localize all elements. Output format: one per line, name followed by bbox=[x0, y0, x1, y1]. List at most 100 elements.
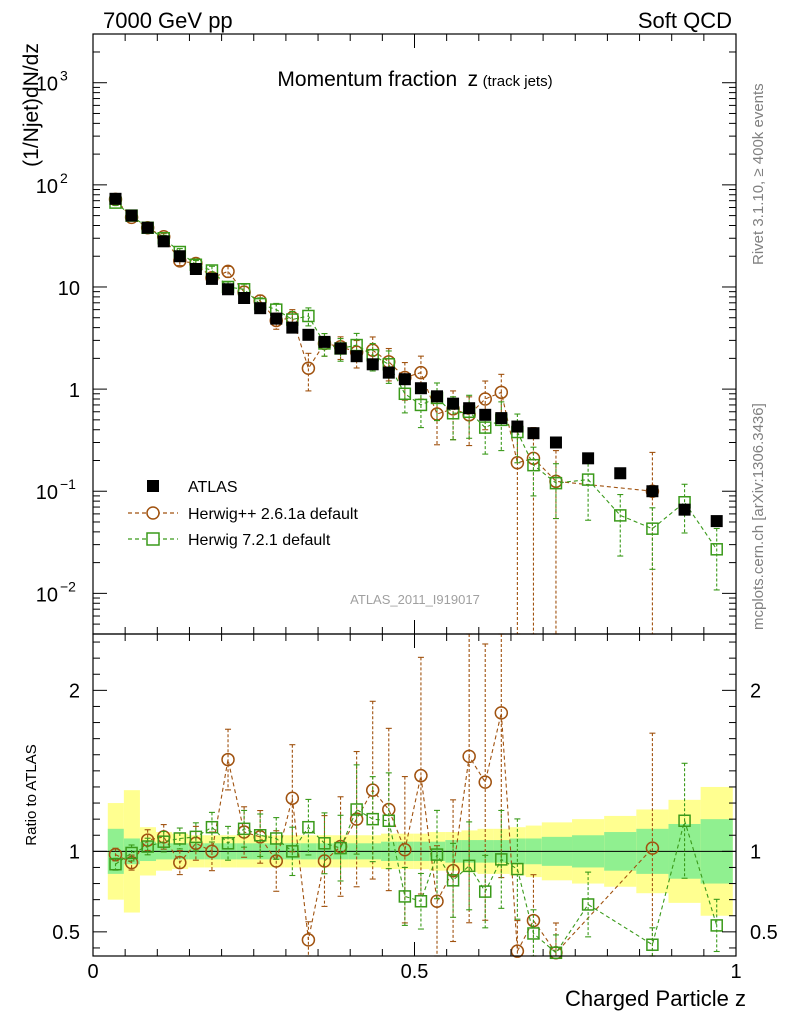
ratio-herwig7-point bbox=[462, 859, 476, 873]
ratio-herwig7-point bbox=[318, 837, 331, 850]
ratio-herwig7-point bbox=[141, 840, 154, 853]
analysis-id: ATLAS_2011_I919017 bbox=[350, 592, 480, 607]
main-y-tick-exponent: 2 bbox=[60, 170, 68, 186]
atlas-point bbox=[334, 342, 347, 355]
ratio-herwig7-point bbox=[581, 898, 595, 911]
atlas-point bbox=[286, 321, 299, 334]
atlas-point bbox=[511, 420, 524, 433]
atlas-point bbox=[254, 302, 267, 315]
main-y-tick-label: 10 bbox=[58, 278, 80, 300]
herwig7-point bbox=[527, 458, 540, 472]
ratio-herwigpp-point bbox=[205, 844, 219, 859]
atlas-point bbox=[205, 272, 218, 285]
ratio-herwig7-point bbox=[109, 857, 122, 871]
ratio-y-tick-label-left: 2 bbox=[69, 680, 80, 702]
legend-herwig7-marker bbox=[146, 532, 160, 546]
legend: ATLAS Herwig++ 2.6.1a default Herwig 7.2… bbox=[128, 479, 358, 549]
x-tick-label: 1 bbox=[730, 961, 741, 983]
herwigpp-line bbox=[115, 199, 653, 492]
category-label: Soft QCD bbox=[638, 8, 732, 33]
ratio-herwig7-point bbox=[478, 885, 492, 898]
atlas-point bbox=[527, 427, 540, 440]
ratio-plot-panel: 0.5 0.51 12 2 0 0.5 1 Ratio to ATLAS Charged … bbox=[23, 633, 778, 1011]
atlas-point bbox=[350, 350, 363, 363]
ratio-y-tick-label-left: 0.5 bbox=[52, 922, 80, 944]
herwigpp-point bbox=[221, 264, 235, 279]
ratio-plot-frame bbox=[92, 633, 737, 957]
ratio-herwigpp-point bbox=[173, 855, 187, 870]
ratio-herwig7-point bbox=[157, 835, 170, 848]
atlas-point bbox=[710, 515, 723, 528]
ratio-herwigpp-point bbox=[301, 933, 316, 947]
main-y-axis-label: (1/Njet)dN/dz bbox=[20, 43, 43, 167]
atlas-point bbox=[463, 402, 476, 415]
ratio-herwig7-point bbox=[446, 874, 460, 887]
rivet-version-text: Rivet 3.1.10, ≥ 400k events bbox=[750, 83, 767, 265]
ratio-herwigpp-point bbox=[462, 749, 476, 764]
herwig7-point bbox=[478, 421, 492, 434]
atlas-point bbox=[549, 436, 562, 449]
atlas-point bbox=[582, 452, 595, 465]
atlas-point bbox=[646, 485, 659, 498]
ratio-herwig7-point bbox=[270, 832, 283, 845]
herwigpp-point bbox=[301, 361, 316, 376]
atlas-point bbox=[479, 408, 492, 421]
ratio-axis-ticks bbox=[92, 634, 737, 956]
atlas-point bbox=[125, 209, 138, 222]
herwigpp-point bbox=[494, 385, 509, 400]
atlas-point bbox=[614, 467, 627, 480]
main-y-tick-label: 1 bbox=[69, 380, 80, 402]
ratio-herwig7-point bbox=[495, 853, 508, 866]
main-y-tick-label: 10 bbox=[36, 584, 58, 606]
ratio-herwig7-point bbox=[205, 820, 219, 834]
atlas-point bbox=[173, 250, 186, 263]
atlas-point bbox=[495, 412, 508, 425]
atlas-point bbox=[382, 366, 395, 379]
main-y-tick-exponent: −2 bbox=[60, 578, 76, 594]
ratio-herwig7-point bbox=[286, 845, 299, 858]
plot-title: Momentum fraction z (track jets) bbox=[277, 68, 552, 91]
atlas-point bbox=[109, 192, 122, 205]
herwig7-point bbox=[302, 309, 315, 323]
atlas-point bbox=[189, 262, 202, 275]
herwigpp-point bbox=[414, 365, 428, 380]
x-tick-label: 0 bbox=[87, 961, 98, 983]
x-axis-label: Charged Particle z bbox=[565, 986, 746, 1011]
ratio-herwig7-point bbox=[646, 938, 659, 951]
ratio-herwig7-point bbox=[382, 814, 396, 828]
ratio-herwig7-point bbox=[221, 837, 235, 850]
plot-title-sub: (track jets) bbox=[483, 73, 553, 90]
ratio-herwigpp-point bbox=[285, 791, 300, 805]
atlas-point bbox=[222, 283, 235, 296]
herwig7-point bbox=[614, 509, 627, 522]
atlas-point bbox=[141, 221, 154, 234]
x-tick-labels: 0 0.5 1 bbox=[87, 961, 741, 983]
ratio-herwig7-point bbox=[430, 848, 444, 861]
ratio-herwigpp-point bbox=[478, 775, 492, 789]
atlas-point bbox=[447, 397, 460, 410]
ratio-herwig7-point bbox=[710, 919, 723, 932]
main-axis-ticks bbox=[92, 33, 737, 635]
ratio-herwig7-point bbox=[173, 832, 187, 845]
ratio-herwigpp-point bbox=[398, 842, 412, 857]
ratio-herwig7-point bbox=[511, 862, 524, 876]
herwig7-point bbox=[414, 398, 428, 412]
ratio-y-tick-labels: 0.5 0.5 1 1 2 2 bbox=[52, 680, 778, 944]
ratio-herwig7-point bbox=[350, 803, 363, 816]
ratio-herwig7-line bbox=[115, 808, 718, 954]
mcplots-source-text: mcplots.cern.ch [arXiv:1306.3436] bbox=[750, 403, 767, 630]
beam-label: 7000 GeV pp bbox=[103, 8, 233, 33]
main-data-series bbox=[108, 192, 723, 635]
main-y-tick-exponent: −1 bbox=[60, 476, 76, 492]
main-y-tick-label: 10 bbox=[36, 482, 58, 504]
herwig7-point bbox=[710, 543, 723, 556]
ratio-y-tick-label-left: 1 bbox=[69, 841, 80, 863]
ratio-herwig7-point bbox=[549, 946, 563, 960]
ratio-herwig7-point bbox=[678, 814, 691, 828]
ratio-herwig7-point bbox=[253, 829, 267, 842]
ratio-data-series bbox=[108, 633, 723, 960]
legend-atlas-label: ATLAS bbox=[188, 479, 238, 496]
ratio-herwigpp-point bbox=[645, 841, 660, 855]
